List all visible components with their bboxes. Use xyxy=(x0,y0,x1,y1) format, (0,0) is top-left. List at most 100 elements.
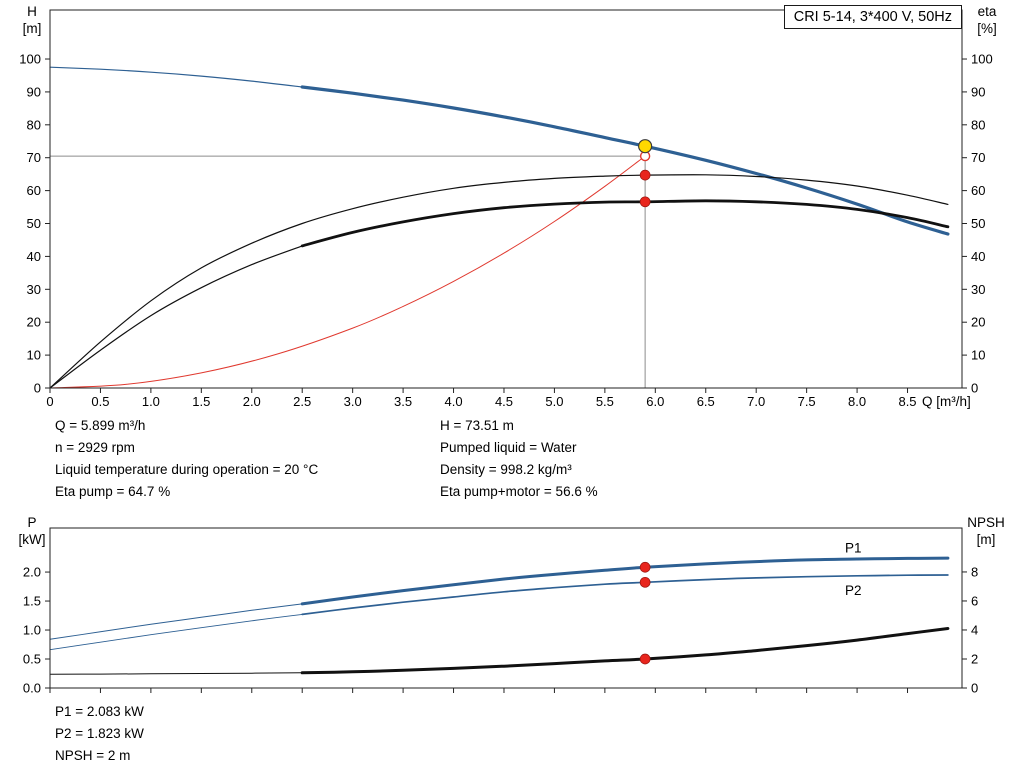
head-axis-unit-text: [m] xyxy=(22,21,42,36)
annotation-eta-pump-motor: Eta pump+motor = 56.6 % xyxy=(440,484,598,499)
power-npsh-annotations: P1 = 2.083 kW P2 = 1.823 kW NPSH = 2 m xyxy=(55,701,144,767)
annotation-p1: P1 = 2.083 kW xyxy=(55,704,144,719)
svg-text:6.5: 6.5 xyxy=(697,394,715,409)
p1-curve xyxy=(300,556,950,606)
npsh-axis-unit: NPSH [m] xyxy=(958,514,1014,548)
svg-text:1.5: 1.5 xyxy=(23,594,41,609)
hq-curve-low-flow xyxy=(49,66,303,88)
svg-text:10: 10 xyxy=(27,348,41,363)
npsh-curve-low-flow xyxy=(49,672,303,675)
operating-point-annotations-left: Q = 5.899 m³/h n = 2929 rpm Liquid tempe… xyxy=(55,415,318,503)
pump-model-label: CRI 5-14, 3*400 V, 50Hz xyxy=(783,5,962,29)
p1-curve-label: P1 xyxy=(845,540,862,555)
p2-curve-label: P2 xyxy=(845,583,862,598)
svg-text:3.0: 3.0 xyxy=(344,394,362,409)
svg-text:0: 0 xyxy=(971,681,978,696)
svg-text:50: 50 xyxy=(27,216,41,231)
power-npsh-chart-ticks: 0.0 0.5 1.0 1.5 2.0 0 2 4 6 8 xyxy=(23,564,978,695)
svg-text:7.5: 7.5 xyxy=(798,394,816,409)
svg-text:80: 80 xyxy=(27,117,41,132)
p1-point xyxy=(639,561,651,573)
svg-text:0: 0 xyxy=(971,381,978,396)
svg-text:7.0: 7.0 xyxy=(747,394,765,409)
svg-text:10: 10 xyxy=(971,348,985,363)
annotation-liquid-temperature: Liquid temperature during operation = 20… xyxy=(55,462,319,477)
head-axis-unit: H [m] xyxy=(10,3,54,37)
annotation-density: Density = 998.2 kg/m³ xyxy=(440,462,572,477)
svg-text:6.0: 6.0 xyxy=(646,394,664,409)
svg-text:20: 20 xyxy=(971,315,985,330)
annotation-pumped-liquid: Pumped liquid = Water xyxy=(440,440,577,455)
svg-text:100: 100 xyxy=(971,52,993,67)
p2-curve xyxy=(301,574,949,616)
svg-text:90: 90 xyxy=(27,84,41,99)
npsh-axis-symbol: NPSH xyxy=(967,515,1005,530)
annotation-head: H = 73.51 m xyxy=(440,418,514,433)
svg-text:90: 90 xyxy=(971,84,985,99)
svg-text:70: 70 xyxy=(971,150,985,165)
power-axis-unit: P [kW] xyxy=(10,514,54,548)
power-axis-unit-text: [kW] xyxy=(18,532,46,547)
npsh-point xyxy=(639,653,651,665)
svg-text:0.5: 0.5 xyxy=(23,652,41,667)
svg-text:100: 100 xyxy=(19,52,41,67)
svg-text:4.5: 4.5 xyxy=(495,394,513,409)
svg-text:2.5: 2.5 xyxy=(293,394,311,409)
svg-text:1.0: 1.0 xyxy=(142,394,160,409)
annotation-flow: Q = 5.899 m³/h xyxy=(55,418,146,433)
duty-point xyxy=(638,139,653,154)
eta-pump-curve xyxy=(49,174,949,389)
svg-text:5.0: 5.0 xyxy=(545,394,563,409)
head-axis-symbol: H xyxy=(27,4,37,19)
eta-pump-motor-curve-low-flow xyxy=(49,245,303,389)
svg-text:8: 8 xyxy=(971,564,978,579)
svg-text:5.5: 5.5 xyxy=(596,394,614,409)
svg-text:40: 40 xyxy=(27,249,41,264)
svg-text:4.0: 4.0 xyxy=(445,394,463,409)
hq-eta-chart-ticks: 0 10 20 30 40 50 60 70 80 90 100 0 10 20 30 40 50 60 70 80 9… xyxy=(19,52,992,409)
system-curve xyxy=(49,155,646,389)
svg-text:80: 80 xyxy=(971,117,985,132)
power-npsh-chart-frame xyxy=(49,527,963,689)
svg-text:8.5: 8.5 xyxy=(898,394,916,409)
eta-axis-unit-text: [%] xyxy=(977,21,997,36)
annotation-p2: P2 = 1.823 kW xyxy=(55,726,144,741)
svg-text:2.0: 2.0 xyxy=(23,565,41,580)
svg-text:1.5: 1.5 xyxy=(192,394,210,409)
operating-point-annotations-right: H = 73.51 m Pumped liquid = Water Densit… xyxy=(440,415,598,503)
svg-text:3.5: 3.5 xyxy=(394,394,412,409)
svg-text:0.5: 0.5 xyxy=(91,394,109,409)
npsh-curve xyxy=(300,627,950,675)
svg-text:2.0: 2.0 xyxy=(243,394,261,409)
annotation-npsh: NPSH = 2 m xyxy=(55,748,131,763)
svg-text:60: 60 xyxy=(27,183,41,198)
p1-curve-low-flow xyxy=(49,603,303,640)
hq-eta-chart-frame xyxy=(49,9,963,389)
svg-text:0.0: 0.0 xyxy=(23,681,41,696)
hq-curve xyxy=(300,85,950,236)
svg-text:0: 0 xyxy=(34,381,41,396)
svg-text:0: 0 xyxy=(46,394,53,409)
eta-pump-point xyxy=(639,169,651,181)
svg-text:30: 30 xyxy=(971,282,985,297)
eta-pump-motor-curve xyxy=(300,199,950,248)
svg-text:1.0: 1.0 xyxy=(23,623,41,638)
svg-text:20: 20 xyxy=(27,315,41,330)
annotation-eta-pump: Eta pump = 64.7 % xyxy=(55,484,171,499)
svg-text:2: 2 xyxy=(971,651,978,666)
svg-text:50: 50 xyxy=(971,216,985,231)
hq-eta-chart: 0 10 20 30 40 50 60 70 80 90 100 0 10 20 30 40 50 60 70 80 9… xyxy=(19,9,993,409)
npsh-axis-unit-text: [m] xyxy=(976,532,996,547)
svg-text:30: 30 xyxy=(27,282,41,297)
eta-axis-unit: eta [%] xyxy=(964,3,1010,37)
svg-text:60: 60 xyxy=(971,183,985,198)
eta-axis-symbol: eta xyxy=(977,4,997,19)
eta-pump-motor-point xyxy=(639,196,651,208)
p2-curve-low-flow xyxy=(49,613,303,651)
svg-text:70: 70 xyxy=(27,150,41,165)
svg-text:40: 40 xyxy=(971,249,985,264)
svg-text:4: 4 xyxy=(971,622,978,637)
svg-text:8.0: 8.0 xyxy=(848,394,866,409)
